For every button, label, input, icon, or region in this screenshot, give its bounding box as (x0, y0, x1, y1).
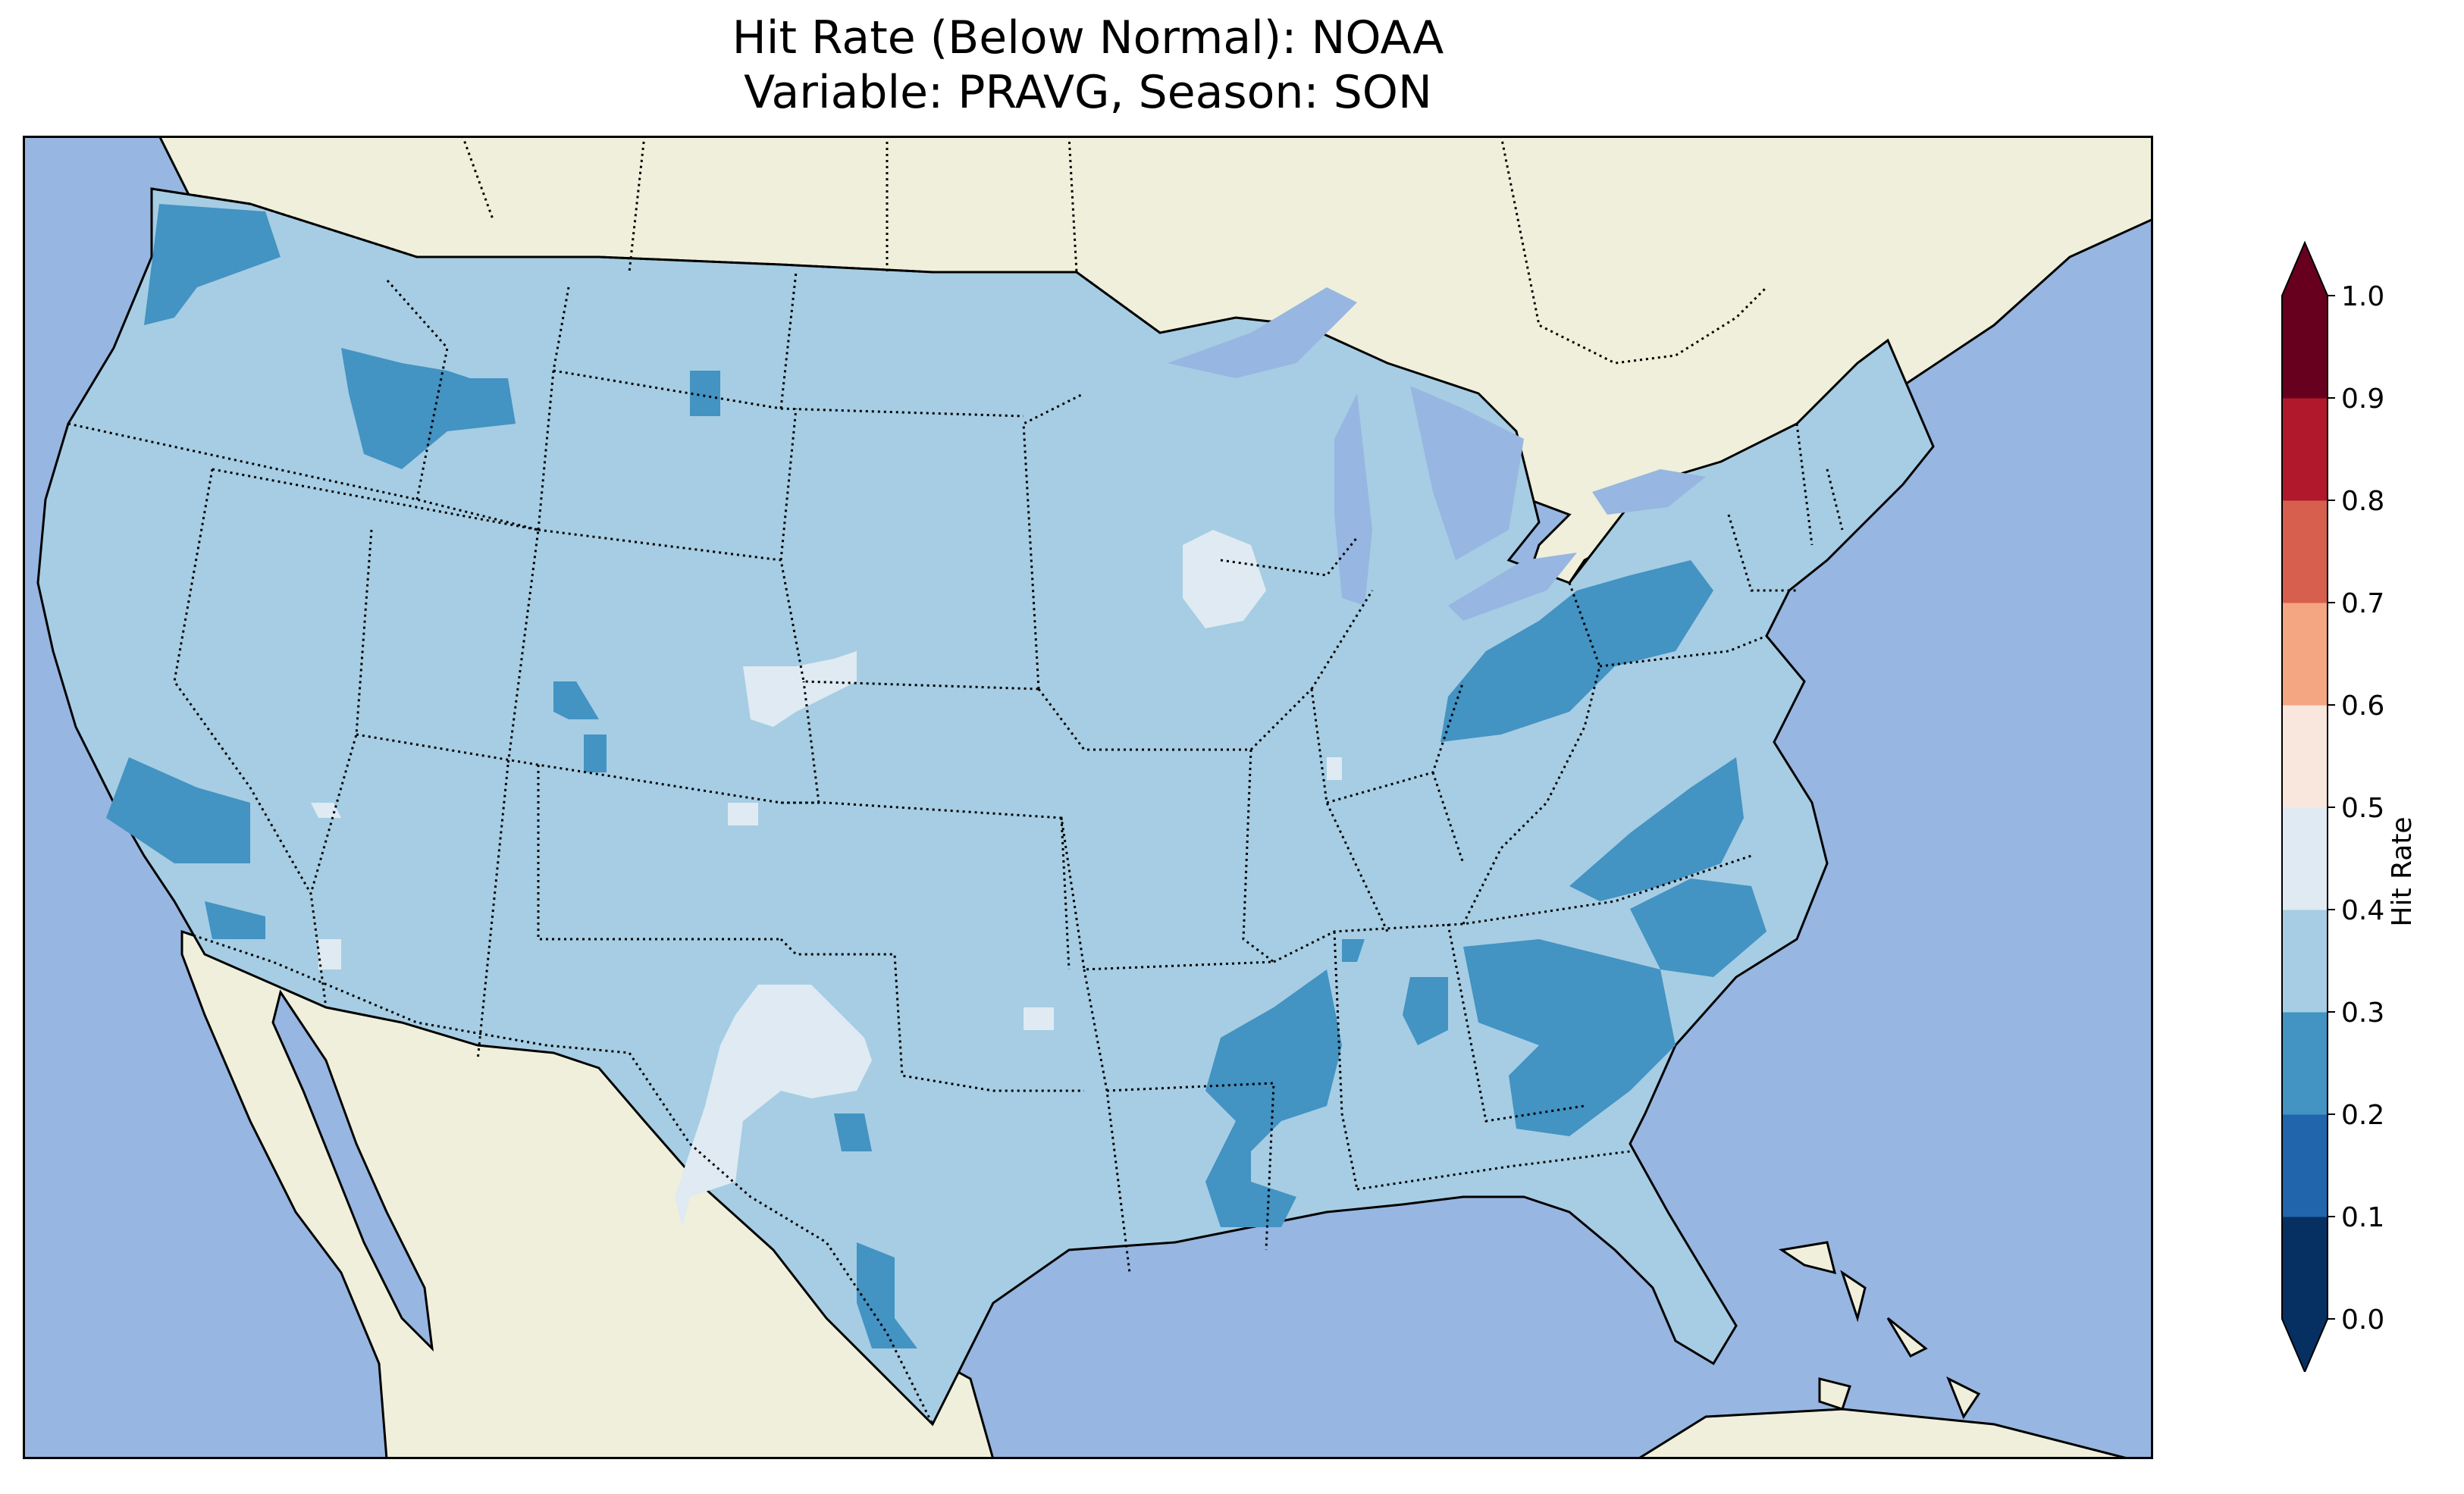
colorbar-tick-label: 0.5 (2341, 793, 2384, 824)
colorbar-bin (2282, 1217, 2328, 1320)
region-georgia-sc (1463, 939, 1676, 1136)
state-borders (67, 271, 1844, 1273)
title-line-1: Hit Rate (Below Normal): NOAA (732, 11, 1444, 64)
region-north-carolina (1630, 879, 1766, 977)
colorbar-bin (2282, 1012, 2328, 1115)
region-alabama (1342, 939, 1448, 1045)
region-arizona-spot (318, 939, 341, 969)
colorbar-bin (2282, 807, 2328, 910)
colorbar-bin (2282, 910, 2328, 1013)
usa-map (23, 136, 2153, 1459)
lake-ontario (1592, 469, 1706, 515)
region-colorado-spots (553, 681, 607, 772)
colorbar-tick-label: 0.4 (2341, 895, 2384, 926)
lake-erie (1448, 553, 1577, 621)
cuba-land (1635, 1408, 2131, 1459)
colorbar-tick-label: 0.6 (2341, 691, 2384, 722)
colorbar-tick-label: 0.3 (2341, 998, 2384, 1029)
region-ohio-indiana (1440, 560, 1713, 742)
region-oklahoma-spot (1024, 1007, 1054, 1030)
colorbar-bin (2282, 603, 2328, 706)
colorbar-tick-label: 0.2 (2341, 1100, 2384, 1131)
colorbar-outline (2281, 240, 2328, 1372)
map-frame (23, 136, 2153, 1459)
gulf-of-california (271, 989, 434, 1352)
colorbar-bin (2282, 705, 2328, 808)
region-wisconsin (1183, 530, 1266, 628)
region-washington (144, 204, 281, 325)
lake-superior (1168, 287, 1357, 378)
colorbar-bin (2282, 398, 2328, 501)
region-texas-spot (834, 1113, 872, 1151)
colorbar-tick-label: 0.1 (2341, 1202, 2384, 1233)
colorbar-bin (2282, 1114, 2328, 1217)
region-nebraska-sd (743, 651, 857, 727)
title-line-2: Variable: PRAVG, Season: SON (744, 66, 1432, 119)
colorbar-tick-label: 0.9 (2341, 384, 2384, 415)
colorbar-bin (2282, 500, 2328, 603)
bahamas (1779, 1241, 1981, 1420)
colorbar-bins (2282, 296, 2328, 1320)
region-nevada (311, 803, 341, 818)
class-0.4-0.5-regions (311, 530, 1342, 1227)
region-california (106, 757, 250, 863)
region-colorado (728, 803, 758, 825)
region-indiana-spot (1327, 757, 1342, 780)
region-west-texas (675, 985, 872, 1227)
colorbar-tick-label: 0.8 (2341, 486, 2384, 517)
us-canada-border (151, 187, 1161, 334)
colorbar-extend-bottom (2282, 1319, 2328, 1372)
region-south-texas (857, 1242, 917, 1348)
colorbar-label: Hit Rate (2387, 816, 2418, 926)
region-virginia (1569, 757, 1744, 901)
province-borders (461, 136, 1768, 365)
chart-title: Hit Rate (Below Normal): NOAA Variable: … (23, 11, 2153, 120)
class-0.2-0.3-regions (106, 204, 1766, 1348)
colorbar-extend-top (2282, 243, 2328, 296)
colorbar-ticks: 0.0 0.1 0.2 0.3 0.4 0.5 0.6 0.7 0.8 0.9 1.0 (2328, 281, 2384, 1336)
colorbar-tick-label: 0.0 (2341, 1305, 2384, 1336)
colorbar-tick-label: 1.0 (2341, 281, 2384, 312)
region-idaho-oregon (341, 348, 516, 469)
region-montana-spot (690, 371, 720, 416)
region-socal (205, 901, 265, 939)
colorbar-tick-label: 0.7 (2341, 588, 2384, 619)
lake-huron (1410, 386, 1524, 560)
colorbar: 0.0 0.1 0.2 0.3 0.4 0.5 0.6 0.7 0.8 0.9 1.0 Hit Ra… (2281, 240, 2418, 1372)
colorbar-bin (2282, 296, 2328, 399)
